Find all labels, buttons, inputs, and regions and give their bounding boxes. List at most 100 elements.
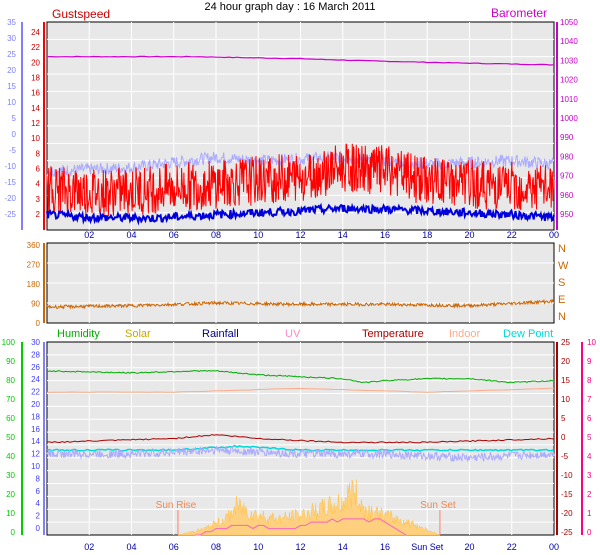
y-tick-label: -25 xyxy=(561,528,573,537)
humidity-line xyxy=(47,369,555,384)
y-tick-label: 10 xyxy=(31,462,40,471)
barometer-line xyxy=(46,55,555,66)
x-tick-label: 08 xyxy=(211,230,221,240)
x-tick-label: 08 xyxy=(211,542,221,552)
sun-set-label: Sun Set xyxy=(420,500,456,511)
x-tick-label: 22 xyxy=(507,230,517,240)
y-tick-label: 9 xyxy=(587,357,592,366)
y-tick-label: 90 xyxy=(6,357,15,366)
y-tick-label: 12 xyxy=(31,450,40,459)
x-tick-label: 02 xyxy=(84,542,94,552)
y-tick-label: -10 xyxy=(561,471,573,480)
graph-title: 24 hour graph day : 16 March 2011 xyxy=(204,1,375,13)
y-tick-label: 15 xyxy=(7,82,16,91)
y-tick-label: 18 xyxy=(31,74,40,83)
y-tick-label: 1000 xyxy=(560,114,578,123)
y-tick-label: 10 xyxy=(6,509,15,518)
y-tick-label: 960 xyxy=(560,191,574,200)
y-tick-label: 8 xyxy=(36,149,41,158)
y-tick-label: 80 xyxy=(6,376,15,385)
y-tick-label: 40 xyxy=(6,452,15,461)
legend-entry: UV xyxy=(285,328,301,340)
gustspeed-label: Gustspeed xyxy=(52,7,110,21)
y-tick-label: 25 xyxy=(561,338,570,347)
y-tick-label: 28 xyxy=(31,350,40,359)
x-tick-label: 04 xyxy=(126,230,136,240)
y-tick-label: -15 xyxy=(4,178,16,187)
panel-wind: Gustspeed Barometer 35302520151050-5-10-… xyxy=(4,6,578,240)
x-tick-label: 04 xyxy=(126,542,136,552)
x-tick-label: 00 xyxy=(549,542,559,552)
y-tick-label: -15 xyxy=(561,490,573,499)
legend-entry: Indoor xyxy=(449,328,481,340)
y-tick-label: 12 xyxy=(31,119,40,128)
y-tick-label: -20 xyxy=(561,509,573,518)
y-tick-label: 2 xyxy=(36,512,41,521)
legend-entry: Humidity xyxy=(57,328,100,340)
x-tick-label: 06 xyxy=(169,230,179,240)
compass-tick-label: E xyxy=(558,294,565,306)
panel-climate: Sun Rise Sun Set Humidity Solar Rainfall UV T… xyxy=(2,328,597,552)
y-tick-label: 7 xyxy=(587,395,592,404)
y-tick-label: 3 xyxy=(36,195,41,204)
x-tick-label: Sun Set xyxy=(411,542,444,552)
y-tick-label: 50 xyxy=(6,433,15,442)
y-tick-label: -25 xyxy=(4,210,16,219)
x-tick-label: 20 xyxy=(464,230,474,240)
y-tick-label: 1020 xyxy=(560,76,578,85)
uv-line xyxy=(194,518,407,536)
y-tick-label: 0 xyxy=(36,524,41,533)
y-tick-label: 1010 xyxy=(560,95,578,104)
y-tick-label: -5 xyxy=(9,146,17,155)
y-tick-label: 0 xyxy=(11,528,16,537)
y-tick-label: 4 xyxy=(587,452,592,461)
y-tick-label: 20 xyxy=(6,490,15,499)
y-tick-label: 20 xyxy=(561,357,570,366)
y-tick-label: 22 xyxy=(31,388,40,397)
compass-tick-label: N xyxy=(558,243,566,255)
y-tick-label: 20 xyxy=(7,66,16,75)
x-tick-label: 10 xyxy=(253,542,263,552)
y-tick-label: 990 xyxy=(560,133,574,142)
y-tick-label: 980 xyxy=(560,152,574,161)
y-tick-label: 1030 xyxy=(560,56,578,65)
y-tick-label: 5 xyxy=(587,433,592,442)
y-tick-label: 180 xyxy=(27,280,41,289)
temperature-line xyxy=(47,434,555,444)
legend-entry: Dew Point xyxy=(503,328,553,340)
y-tick-label: 14 xyxy=(31,437,40,446)
y-tick-label: 3 xyxy=(587,471,592,480)
y-tick-label: 90 xyxy=(31,300,40,309)
y-tick-label: 360 xyxy=(27,241,41,250)
compass-tick-label: S xyxy=(558,277,565,289)
feels-temperature-line xyxy=(46,445,555,463)
y-tick-label: 16 xyxy=(31,425,40,434)
y-tick-label: 22 xyxy=(31,43,40,52)
barometer-label: Barometer xyxy=(491,6,547,20)
y-tick-label: 70 xyxy=(6,395,15,404)
y-tick-label: 0 xyxy=(12,130,17,139)
y-tick-label: 270 xyxy=(27,261,41,270)
y-tick-label: 30 xyxy=(31,338,40,347)
solar-area xyxy=(177,479,440,536)
y-tick-label: 950 xyxy=(560,210,574,219)
x-tick-label: 00 xyxy=(549,230,559,240)
compass-tick-label: W xyxy=(558,260,569,272)
y-tick-label: 16 xyxy=(31,89,40,98)
y-tick-label: 18 xyxy=(31,412,40,421)
y-tick-label: 2 xyxy=(587,490,592,499)
y-tick-label: 1040 xyxy=(560,37,578,46)
sun-rise-label: Sun Rise xyxy=(156,500,197,511)
y-tick-label: 6 xyxy=(36,165,41,174)
y-tick-label: 20 xyxy=(31,58,40,67)
y-tick-label: -5 xyxy=(561,452,569,461)
x-tick-label: 14 xyxy=(338,230,348,240)
y-tick-label: 14 xyxy=(31,104,40,113)
y-tick-label: 0 xyxy=(36,319,41,328)
y-tick-label: 1 xyxy=(587,509,592,518)
x-tick-label: 06 xyxy=(169,542,179,552)
x-tick-label: 16 xyxy=(380,230,390,240)
y-tick-label: 8 xyxy=(587,376,592,385)
